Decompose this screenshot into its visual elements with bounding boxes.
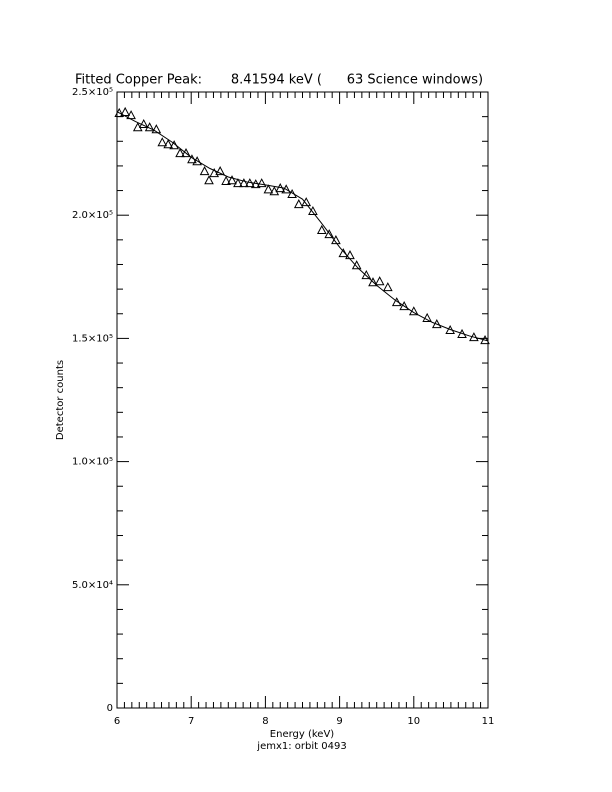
x-tick-label: 6 — [114, 716, 120, 727]
x-tick-label: 8 — [262, 716, 268, 727]
data-point — [181, 148, 191, 158]
y-tick-label: 1.5×10⁵ — [72, 333, 113, 344]
data-point — [114, 107, 125, 117]
data-point — [163, 139, 174, 149]
data-point — [316, 224, 327, 234]
data-point — [157, 137, 168, 147]
data-point — [221, 175, 231, 185]
y-tick-label: 1.0×10⁵ — [72, 457, 113, 468]
data-point — [422, 312, 432, 322]
data-point — [175, 148, 185, 158]
data-point — [308, 205, 318, 216]
data-point — [209, 168, 220, 178]
data-point — [227, 175, 237, 185]
data-point — [351, 260, 362, 270]
data-point — [138, 118, 149, 129]
data-point — [345, 250, 355, 260]
data-point — [399, 301, 409, 311]
data-point — [233, 178, 243, 188]
x-axis-label: Energy (keV) — [270, 729, 335, 740]
x-tick-label: 7 — [188, 716, 194, 727]
data-point — [382, 282, 393, 292]
x-tick-label: 9 — [336, 716, 342, 727]
data-point — [215, 166, 225, 176]
chart-title: Fitted Copper Peak: 8.41594 keV ( 63 Sci… — [75, 73, 483, 88]
x-tick-label: 10 — [407, 716, 420, 727]
data-point — [199, 166, 210, 176]
y-tick-label: 0 — [107, 703, 113, 714]
data-point — [239, 178, 249, 188]
data-point — [151, 124, 162, 134]
subtitle: jemx1: orbit 0493 — [256, 741, 346, 752]
data-point — [256, 178, 267, 188]
data-point — [281, 184, 292, 194]
y-axis-label: Detector counts — [55, 360, 66, 440]
y-tick-label: 2.5×10⁵ — [72, 87, 113, 98]
data-point — [368, 277, 378, 287]
data-point — [324, 229, 335, 239]
y-tick-label: 2.0×10⁵ — [72, 210, 113, 221]
data-point — [120, 106, 130, 116]
data-point — [204, 175, 214, 185]
data-point — [338, 248, 349, 258]
data-point — [263, 184, 274, 194]
fit-line — [116, 111, 489, 342]
data-point — [293, 199, 304, 209]
x-tick-label: 11 — [482, 716, 495, 727]
data-point — [192, 156, 202, 166]
plot-frame — [116, 91, 489, 709]
data-point — [361, 270, 372, 280]
y-tick-label: 5.0×10⁴ — [72, 580, 113, 591]
data-point — [374, 276, 385, 286]
